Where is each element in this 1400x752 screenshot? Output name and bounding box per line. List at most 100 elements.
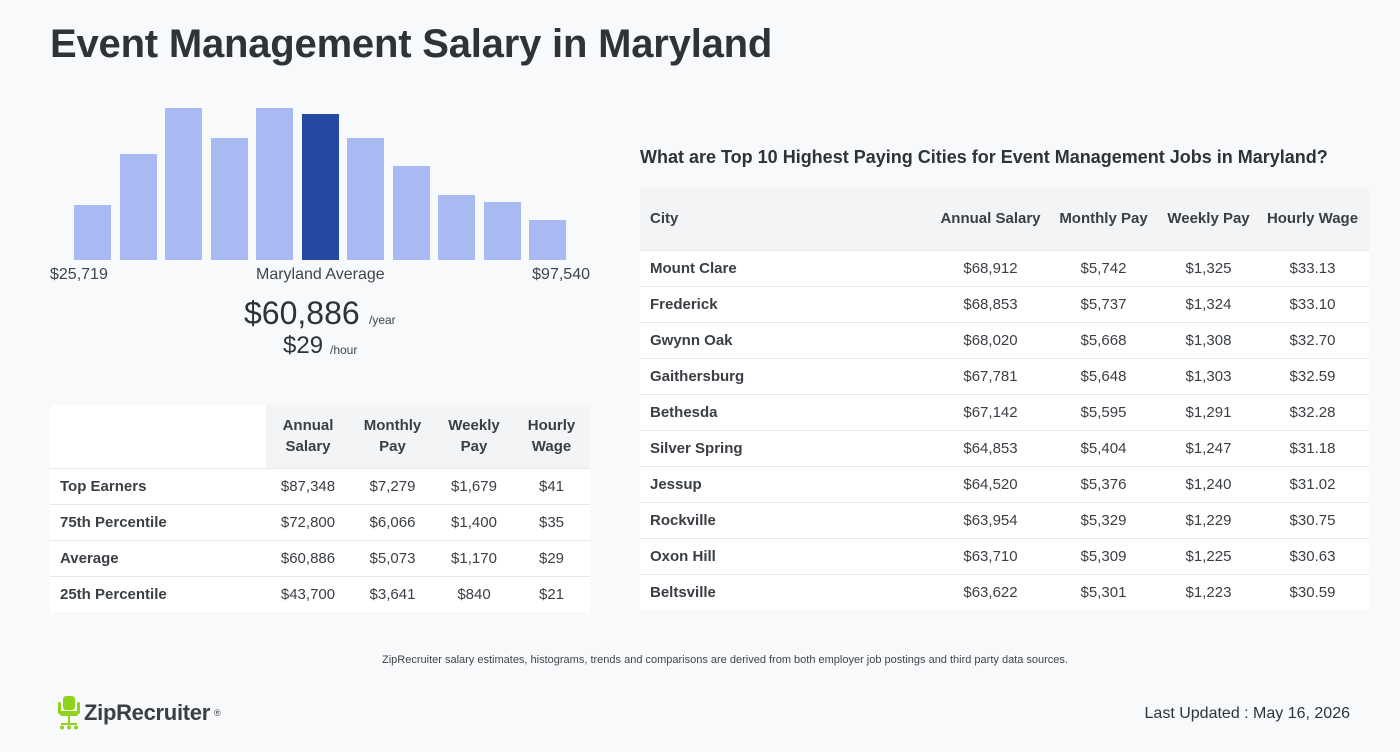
annual-salary-cell: $63,954 xyxy=(935,501,1046,538)
ziprecruiter-logo[interactable]: ZipRecruiter ® xyxy=(58,696,221,730)
weekly-pay-cell: $1,325 xyxy=(1161,249,1256,286)
histogram-min-label: $25,719 xyxy=(50,266,108,283)
weekly-pay-cell: $1,229 xyxy=(1161,501,1256,538)
city-row: Silver Spring $64,853 $5,404 $1,247 $31.18 xyxy=(640,429,1369,466)
weekly-pay-cell: $1,225 xyxy=(1161,537,1256,574)
histogram-bar xyxy=(165,108,202,260)
data-source-footnote: ZipRecruiter salary estimates, histogram… xyxy=(382,654,1068,666)
city-row: Beltsville $63,622 $5,301 $1,223 $30.59 xyxy=(640,573,1369,610)
histogram-bar xyxy=(529,220,566,260)
monthly-pay-cell: $5,648 xyxy=(1046,357,1161,394)
percentile-row-label: 25th Percentile xyxy=(50,575,266,612)
histogram-center-label: Maryland Average xyxy=(256,266,385,283)
annual-salary-cell: $64,520 xyxy=(935,465,1046,502)
cities-header-hourly: Hourly Wage xyxy=(1256,188,1369,250)
city-name-cell: Frederick xyxy=(640,285,935,322)
weekly-pay-cell: $1,170 xyxy=(435,539,513,576)
weekly-pay-cell: $1,223 xyxy=(1161,573,1256,610)
city-name-cell: Bethesda xyxy=(640,393,935,430)
annual-salary-cell: $68,912 xyxy=(935,249,1046,286)
weekly-pay-cell: $1,324 xyxy=(1161,285,1256,322)
percentile-row: 75th Percentile $72,800 $6,066 $1,400 $35 xyxy=(50,503,590,540)
weekly-pay-cell: $1,291 xyxy=(1161,393,1256,430)
city-row: Bethesda $67,142 $5,595 $1,291 $32.28 xyxy=(640,393,1369,430)
monthly-pay-cell: $5,737 xyxy=(1046,285,1161,322)
hourly-wage-cell: $32.28 xyxy=(1256,393,1369,430)
weekly-pay-cell: $840 xyxy=(435,575,513,612)
hourly-wage-cell: $31.02 xyxy=(1256,465,1369,502)
monthly-pay-cell: $5,742 xyxy=(1046,249,1161,286)
histogram-max-label: $97,540 xyxy=(532,266,590,283)
hourly-wage-cell: $31.18 xyxy=(1256,429,1369,466)
city-name-cell: Oxon Hill xyxy=(640,537,935,574)
weekly-pay-cell: $1,303 xyxy=(1161,357,1256,394)
histogram-bar xyxy=(347,138,384,260)
city-name-cell: Rockville xyxy=(640,501,935,538)
cities-heading: What are Top 10 Highest Paying Cities fo… xyxy=(640,147,1328,167)
page-title: Event Management Salary in Maryland xyxy=(50,22,773,66)
histogram-bar xyxy=(438,195,475,260)
ziprecruiter-chair-logo-icon xyxy=(58,696,80,730)
monthly-pay-cell: $5,309 xyxy=(1046,537,1161,574)
average-annual-salary: $60,886 xyxy=(244,295,360,331)
histogram-bar xyxy=(210,138,248,260)
average-hourly-wage: $29 xyxy=(283,332,324,359)
weekly-pay-cell: $1,247 xyxy=(1161,429,1256,466)
percentile-row-label: Average xyxy=(50,539,266,576)
hourly-wage-cell: $21 xyxy=(513,575,590,612)
annual-salary-cell: $63,710 xyxy=(935,537,1046,574)
percentile-row: 25th Percentile $43,700 $3,641 $840 $21 xyxy=(50,575,590,612)
percentile-header-annual: Annual Salary xyxy=(266,405,350,468)
monthly-pay-cell: $5,668 xyxy=(1046,321,1161,358)
brand-name: ZipRecruiter xyxy=(84,700,210,725)
histogram-bar-average xyxy=(301,114,339,260)
histogram-bar xyxy=(74,205,111,260)
histogram-bar xyxy=(483,202,521,260)
hourly-wage-cell: $33.13 xyxy=(1256,249,1369,286)
last-updated: Last Updated : May 16, 2026 xyxy=(1144,705,1350,722)
cities-header-monthly: Monthly Pay xyxy=(1046,188,1161,250)
percentile-table: Annual Salary Monthly Pay Weekly Pay Hou… xyxy=(50,405,590,612)
hourly-wage-cell: $30.75 xyxy=(1256,501,1369,538)
weekly-pay-cell: $1,400 xyxy=(435,503,513,540)
hourly-wage-cell: $35 xyxy=(513,503,590,540)
monthly-pay-cell: $7,279 xyxy=(350,467,435,504)
salary-histogram xyxy=(50,100,590,260)
cities-header-city: City xyxy=(640,188,935,250)
hourly-wage-cell: $33.10 xyxy=(1256,285,1369,322)
monthly-pay-cell: $5,329 xyxy=(1046,501,1161,538)
city-row: Gaithersburg $67,781 $5,648 $1,303 $32.59 xyxy=(640,357,1369,394)
hourly-wage-cell: $30.59 xyxy=(1256,573,1369,610)
hourly-wage-cell: $32.70 xyxy=(1256,321,1369,358)
city-row: Jessup $64,520 $5,376 $1,240 $31.02 xyxy=(640,465,1369,502)
percentile-header-weekly: Weekly Pay xyxy=(435,405,513,468)
city-row: Mount Clare $68,912 $5,742 $1,325 $33.13 xyxy=(640,249,1369,286)
city-row: Frederick $68,853 $5,737 $1,324 $33.10 xyxy=(640,285,1369,322)
annual-salary-cell: $60,886 xyxy=(266,539,350,576)
weekly-pay-cell: $1,679 xyxy=(435,467,513,504)
city-name-cell: Mount Clare xyxy=(640,249,935,286)
annual-salary-cell: $63,622 xyxy=(935,573,1046,610)
city-name-cell: Beltsville xyxy=(640,573,935,610)
percentile-row: Top Earners $87,348 $7,279 $1,679 $41 xyxy=(50,467,590,504)
city-name-cell: Silver Spring xyxy=(640,429,935,466)
average-annual-unit: /year xyxy=(369,313,396,327)
hourly-wage-cell: $41 xyxy=(513,467,590,504)
hourly-wage-cell: $29 xyxy=(513,539,590,576)
annual-salary-cell: $67,142 xyxy=(935,393,1046,430)
annual-salary-cell: $64,853 xyxy=(935,429,1046,466)
percentile-row: Average $60,886 $5,073 $1,170 $29 xyxy=(50,539,590,576)
monthly-pay-cell: $5,301 xyxy=(1046,573,1161,610)
hourly-wage-cell: $30.63 xyxy=(1256,537,1369,574)
annual-salary-cell: $68,853 xyxy=(935,285,1046,322)
city-name-cell: Gaithersburg xyxy=(640,357,935,394)
histogram-bar xyxy=(256,108,293,260)
cities-header-weekly: Weekly Pay xyxy=(1161,188,1256,250)
monthly-pay-cell: $5,595 xyxy=(1046,393,1161,430)
histogram-bar xyxy=(392,166,430,260)
city-row: Oxon Hill $63,710 $5,309 $1,225 $30.63 xyxy=(640,537,1369,574)
top-cities-table: City Annual Salary Monthly Pay Weekly Pa… xyxy=(640,188,1369,610)
annual-salary-cell: $87,348 xyxy=(266,467,350,504)
average-hourly-unit: /hour xyxy=(330,343,358,357)
percentile-header-blank xyxy=(50,405,266,468)
